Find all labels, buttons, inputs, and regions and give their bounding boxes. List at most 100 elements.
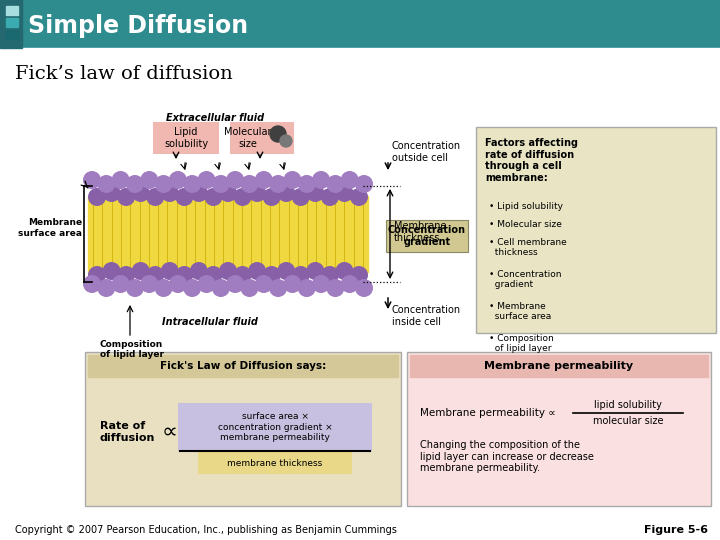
Text: Changing the composition of the
lipid layer can increase or decrease
membrane pe: Changing the composition of the lipid la… — [420, 440, 594, 473]
Circle shape — [298, 279, 316, 297]
Circle shape — [97, 279, 115, 297]
Circle shape — [226, 171, 244, 189]
Circle shape — [197, 171, 215, 189]
Circle shape — [240, 175, 258, 193]
Text: Composition
of lipid layer: Composition of lipid layer — [100, 340, 164, 360]
Circle shape — [117, 188, 135, 206]
Circle shape — [146, 266, 164, 284]
Circle shape — [126, 175, 144, 193]
Text: • Composition
  of lipid layer: • Composition of lipid layer — [489, 334, 554, 353]
Circle shape — [312, 275, 330, 293]
Circle shape — [169, 171, 187, 189]
Text: molecular size: molecular size — [593, 416, 663, 426]
Circle shape — [355, 175, 373, 193]
Circle shape — [321, 188, 339, 206]
Text: • Membrane
  surface area: • Membrane surface area — [489, 302, 552, 321]
Bar — [6, 18, 18, 27]
Circle shape — [248, 262, 266, 280]
Circle shape — [161, 184, 179, 202]
FancyBboxPatch shape — [407, 352, 711, 506]
Circle shape — [140, 171, 158, 189]
Bar — [410, 355, 708, 377]
Text: Concentration
gradient: Concentration gradient — [388, 225, 466, 247]
Circle shape — [350, 188, 368, 206]
Circle shape — [102, 262, 120, 280]
Circle shape — [88, 188, 106, 206]
Circle shape — [97, 175, 115, 193]
Circle shape — [219, 262, 237, 280]
Circle shape — [226, 275, 244, 293]
Circle shape — [263, 188, 281, 206]
Circle shape — [233, 188, 251, 206]
Circle shape — [176, 266, 194, 284]
Circle shape — [280, 135, 292, 147]
FancyBboxPatch shape — [198, 452, 352, 474]
Text: Figure 5-6: Figure 5-6 — [644, 525, 708, 535]
Circle shape — [298, 175, 316, 193]
Text: Membrane permeability ∝: Membrane permeability ∝ — [420, 408, 556, 418]
Circle shape — [117, 266, 135, 284]
Circle shape — [126, 279, 144, 297]
Circle shape — [350, 266, 368, 284]
FancyBboxPatch shape — [85, 352, 401, 506]
Circle shape — [146, 188, 164, 206]
Bar — [6, 6, 18, 15]
Circle shape — [112, 171, 130, 189]
Text: Fick's Law of Diffusion says:: Fick's Law of Diffusion says: — [160, 361, 326, 371]
Text: Membrane permeability: Membrane permeability — [485, 361, 634, 371]
Circle shape — [284, 275, 302, 293]
Circle shape — [336, 262, 354, 280]
Circle shape — [240, 279, 258, 297]
Circle shape — [212, 175, 230, 193]
Circle shape — [292, 188, 310, 206]
Circle shape — [269, 279, 287, 297]
Circle shape — [140, 275, 158, 293]
Bar — [0, 0, 22, 48]
Circle shape — [270, 126, 286, 142]
Circle shape — [284, 171, 302, 189]
Circle shape — [277, 262, 295, 280]
Circle shape — [132, 184, 150, 202]
Text: Factors affecting
rate of diffusion
through a cell
membrane:: Factors affecting rate of diffusion thro… — [485, 138, 578, 183]
Circle shape — [355, 279, 373, 297]
Text: Intracellular fluid: Intracellular fluid — [162, 317, 258, 327]
Circle shape — [183, 175, 201, 193]
Text: Molecular
size: Molecular size — [224, 127, 271, 149]
Circle shape — [326, 279, 344, 297]
FancyBboxPatch shape — [178, 403, 372, 451]
Circle shape — [83, 171, 101, 189]
Circle shape — [161, 262, 179, 280]
Text: Membrane
surface area: Membrane surface area — [18, 218, 82, 238]
Circle shape — [190, 262, 208, 280]
Text: ∝: ∝ — [162, 422, 178, 442]
Circle shape — [190, 184, 208, 202]
Circle shape — [219, 184, 237, 202]
Text: Concentration
outside cell: Concentration outside cell — [392, 141, 461, 163]
Text: Simple Diffusion: Simple Diffusion — [28, 14, 248, 38]
Text: • Cell membrane
  thickness: • Cell membrane thickness — [489, 238, 567, 258]
Circle shape — [83, 275, 101, 293]
Circle shape — [204, 266, 222, 284]
Circle shape — [312, 171, 330, 189]
Circle shape — [155, 175, 173, 193]
Text: • Lipid solubility: • Lipid solubility — [489, 202, 563, 211]
Text: Concentration
inside cell: Concentration inside cell — [392, 305, 461, 327]
FancyBboxPatch shape — [153, 122, 219, 154]
Circle shape — [255, 275, 273, 293]
Circle shape — [102, 184, 120, 202]
Circle shape — [255, 171, 273, 189]
Circle shape — [248, 184, 266, 202]
Circle shape — [132, 262, 150, 280]
Circle shape — [306, 262, 324, 280]
Text: Lipid
solubility: Lipid solubility — [164, 127, 208, 149]
Text: membrane thickness: membrane thickness — [228, 458, 323, 468]
Circle shape — [263, 266, 281, 284]
Circle shape — [169, 275, 187, 293]
Circle shape — [277, 184, 295, 202]
Circle shape — [212, 279, 230, 297]
Bar — [6, 30, 18, 39]
Circle shape — [155, 279, 173, 297]
Circle shape — [321, 266, 339, 284]
Circle shape — [183, 279, 201, 297]
Text: surface area ×
concentration gradient ×
membrane permeability: surface area × concentration gradient × … — [217, 412, 333, 442]
